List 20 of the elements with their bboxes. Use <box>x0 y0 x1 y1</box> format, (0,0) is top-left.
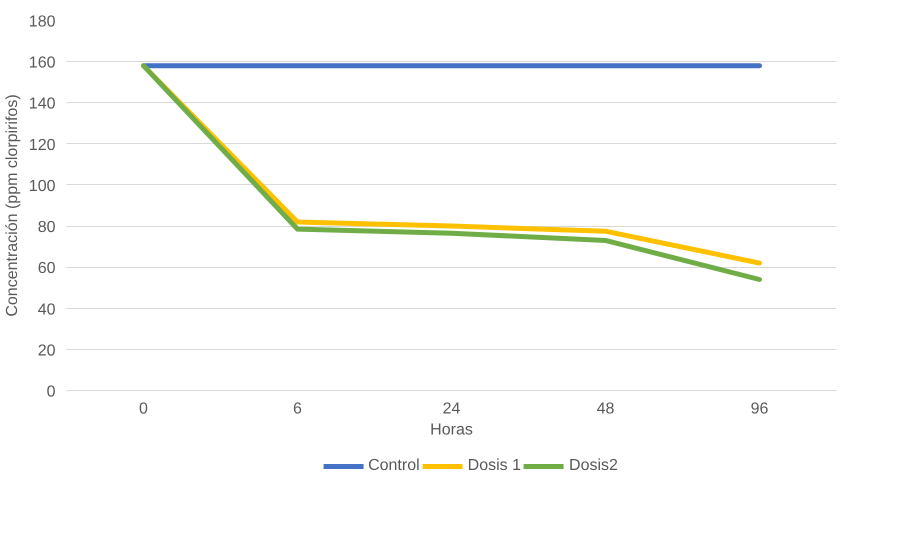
y-tick-label: 0 <box>46 384 56 400</box>
y-axis-title: Concentración (ppm clorpirifos) <box>4 94 21 317</box>
y-tick-label: 40 <box>38 301 56 318</box>
x-tick-label: 0 <box>139 400 148 418</box>
x-axis-title: Horas <box>430 422 473 438</box>
y-tick-label: 20 <box>38 342 56 360</box>
y-tick-label: 100 <box>28 178 56 195</box>
x-tick-label: 48 <box>596 400 614 418</box>
x-tick-label: 24 <box>442 400 460 418</box>
y-tick-label: 140 <box>28 96 56 113</box>
y-tick-label: 60 <box>38 260 56 278</box>
y-tick-label: 160 <box>28 54 56 72</box>
x-tick-label: 6 <box>293 400 302 418</box>
legend-label: Control <box>368 457 420 475</box>
y-tick-label: 180 <box>28 14 56 30</box>
y-tick-label: 120 <box>28 136 56 154</box>
legend-label: Dosis2 <box>569 457 618 475</box>
x-tick-label: 96 <box>750 400 768 418</box>
y-tick-label: 80 <box>38 219 56 236</box>
legend-label: Dosis 1 <box>468 457 522 475</box>
